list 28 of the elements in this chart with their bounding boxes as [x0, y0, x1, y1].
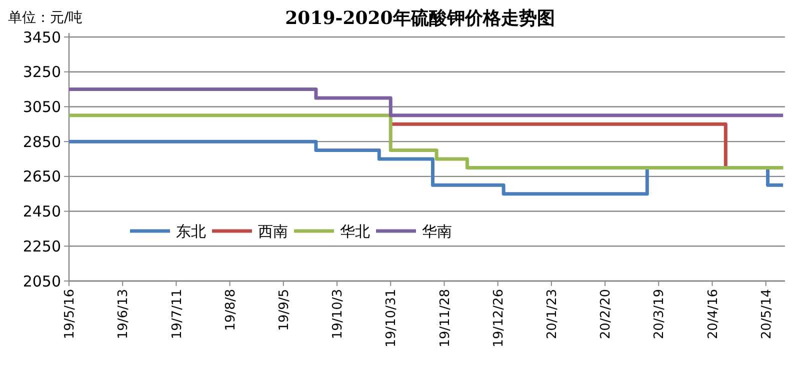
y-tick-label: 3050 — [22, 98, 61, 116]
y-tick-label: 2050 — [22, 272, 61, 290]
chart-title: 2019-2020年硫酸钾价格走势图 — [285, 8, 555, 29]
x-tick-label: 19/10/31 — [384, 289, 400, 348]
text: 单位：元/吨 — [8, 10, 83, 26]
y-tick-label: 2450 — [22, 202, 61, 221]
legend-label: 华南 — [422, 222, 452, 240]
x-tick-label: 19/9/5 — [276, 289, 292, 331]
x-tick-label: 19/6/13 — [116, 289, 132, 340]
y-tick-label: 3450 — [22, 28, 61, 46]
x-tick-label: 19/8/8 — [223, 289, 238, 331]
legend-label: 东北 — [176, 222, 206, 240]
legend-label: 西南 — [258, 222, 288, 240]
x-tick-label: 19/5/16 — [62, 289, 78, 340]
y-tick-label: 3250 — [22, 63, 61, 82]
x-tick-label: 19/7/11 — [170, 289, 185, 340]
x-tick-label: 20/1/23 — [544, 289, 560, 340]
y-tick-label: 2850 — [22, 132, 61, 151]
y-tick-label: 2250 — [22, 237, 61, 256]
x-tick-label: 19/11/28 — [438, 289, 453, 348]
x-tick-label: 20/5/14 — [759, 289, 774, 340]
x-tick-label: 20/2/20 — [598, 289, 614, 340]
x-tick-label: 19/12/26 — [491, 289, 506, 348]
legend-label: 华北 — [340, 222, 370, 240]
x-tick-label: 19/10/3 — [330, 289, 346, 340]
y-tick-label: 2650 — [22, 168, 61, 186]
x-tick-label: 20/3/19 — [652, 289, 668, 340]
x-tick-label: 20/4/16 — [706, 289, 721, 340]
